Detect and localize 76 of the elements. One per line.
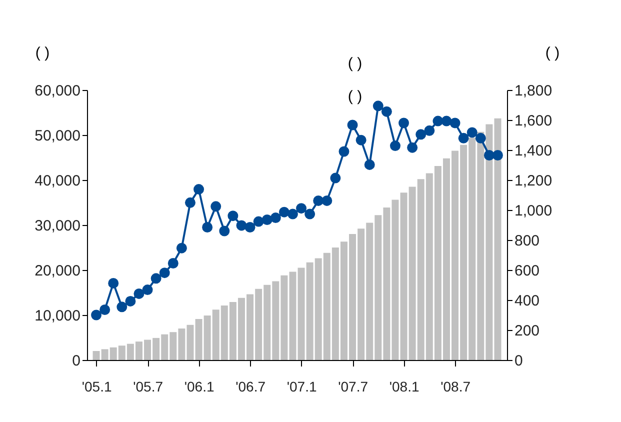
- x-tick-label: '05.1: [82, 378, 112, 394]
- point: [125, 296, 136, 306]
- x-tick-label: '06.1: [184, 378, 214, 394]
- point: [287, 208, 298, 220]
- y-tick-label: 30,000: [34, 218, 80, 234]
- y-tick-label: 10,000: [34, 308, 80, 324]
- x-tick-label: '07.1: [286, 378, 317, 394]
- point: [176, 242, 187, 254]
- point: [398, 118, 410, 128]
- point: [150, 273, 162, 284]
- point: [278, 206, 290, 218]
- point: [304, 208, 316, 220]
- x-tick-label: '06.7: [236, 378, 266, 394]
- point: [142, 284, 153, 296]
- point: [296, 203, 307, 214]
- point: [210, 201, 222, 212]
- point: [270, 212, 281, 224]
- point: [484, 150, 494, 160]
- point: [372, 100, 384, 112]
- point: [322, 195, 332, 206]
- x-tick-label: '08.7: [440, 378, 471, 394]
- annotation: ( ): [348, 88, 362, 105]
- point: [330, 172, 341, 184]
- point: [184, 197, 196, 208]
- y-tick-label: 0: [72, 352, 80, 370]
- point: [236, 220, 247, 231]
- y2-tick-label: 1,800: [514, 82, 552, 100]
- y2-tick-label: 200: [514, 322, 540, 340]
- x-tick-label: '05.7: [133, 378, 164, 394]
- point: [253, 216, 264, 227]
- point: [244, 222, 256, 232]
- y2-tick-label: 1,200: [514, 172, 552, 190]
- point: [441, 116, 452, 126]
- x-tick-label: '08.1: [389, 378, 420, 394]
- point: [466, 127, 478, 138]
- point: [424, 125, 435, 136]
- y-tick-label: 60,000: [34, 82, 80, 100]
- x-tick-label: '07.7: [338, 378, 368, 394]
- y2-tick-label: 400: [514, 292, 540, 310]
- y2-axis-title: ( ): [545, 44, 560, 62]
- point: [116, 302, 128, 312]
- point: [458, 132, 469, 144]
- y-tick-label: 50,000: [34, 128, 80, 144]
- point: [390, 140, 400, 152]
- point: [338, 146, 350, 157]
- y2-tick-label: 1,600: [514, 112, 552, 130]
- point: [159, 268, 170, 278]
- point: [364, 159, 375, 170]
- point: [108, 278, 119, 288]
- point: [450, 118, 460, 128]
- y-tick-label: 40,000: [34, 172, 80, 190]
- point: [219, 226, 230, 236]
- point: [356, 134, 366, 146]
- point: [492, 150, 503, 160]
- point: [416, 129, 426, 140]
- point: [347, 120, 358, 130]
- point: [262, 214, 272, 225]
- point: [475, 132, 486, 144]
- point: [407, 142, 418, 153]
- y2-tick-label: 600: [514, 262, 540, 280]
- point: [100, 304, 110, 315]
- y2-tick-label: 1,400: [514, 142, 552, 160]
- y2-tick-label: 800: [514, 232, 540, 250]
- y2-tick-label: 0: [514, 352, 523, 370]
- point: [134, 288, 144, 299]
- point: [168, 258, 178, 268]
- point: [91, 310, 102, 320]
- text: ( ): [348, 55, 362, 72]
- point: [228, 210, 238, 222]
- y-tick-label: 20,000: [34, 262, 80, 280]
- point: [381, 106, 392, 117]
- point: [202, 222, 213, 232]
- point: [432, 116, 444, 126]
- point: [194, 184, 204, 195]
- y2-tick-label: 1,000: [514, 202, 552, 220]
- y-axis-title: ( ): [35, 44, 50, 62]
